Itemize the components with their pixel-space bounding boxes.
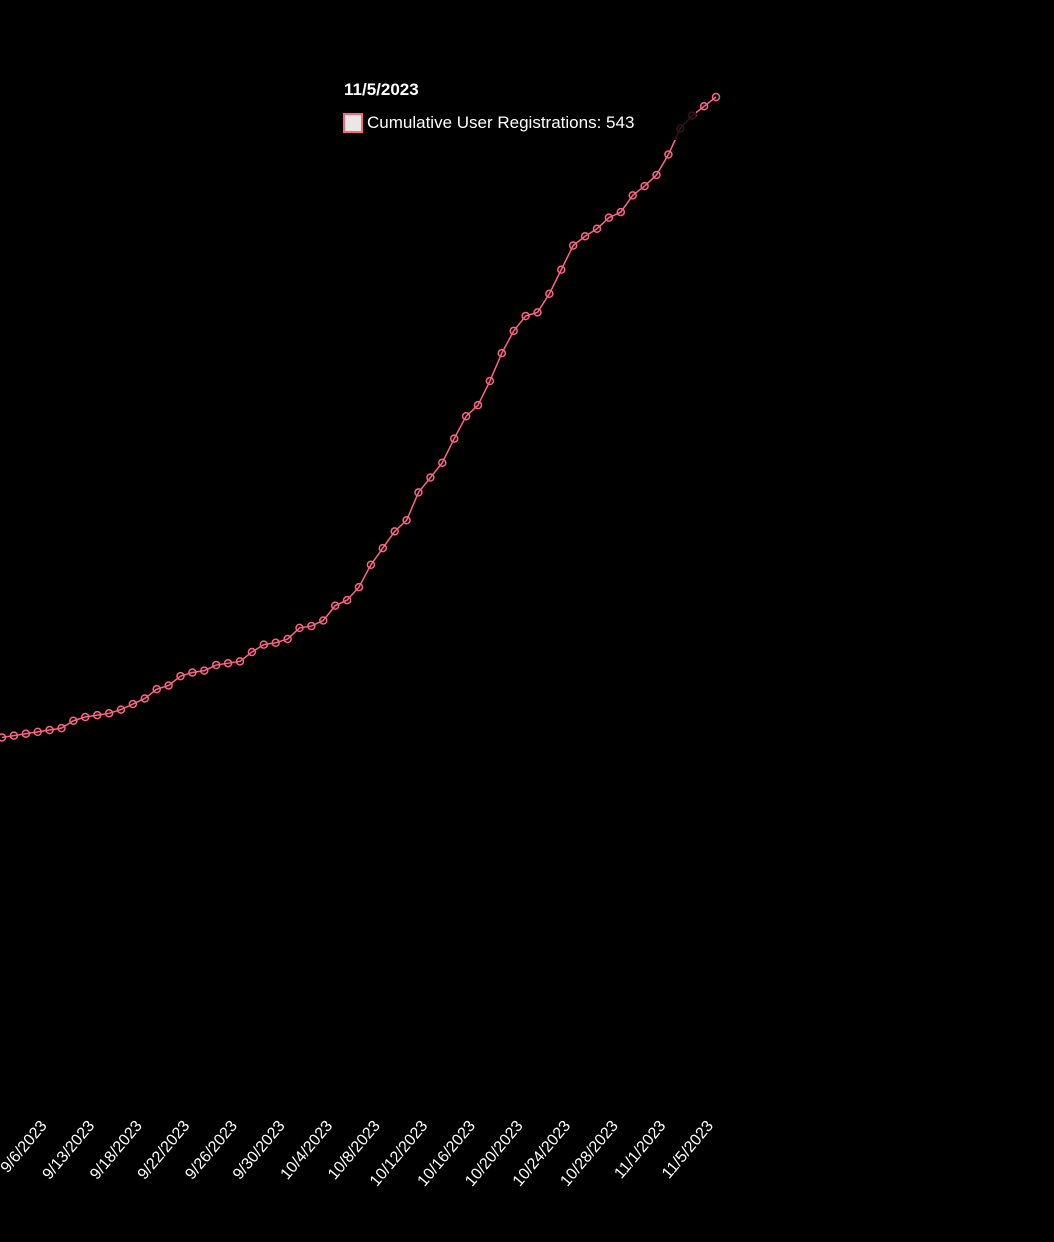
data-point[interactable] [247, 647, 257, 657]
data-point[interactable] [176, 671, 185, 681]
tooltip-label: Cumulative User Registrations: 543 [367, 113, 635, 132]
data-point[interactable] [81, 712, 90, 722]
data-point[interactable] [699, 102, 709, 111]
data-point[interactable] [354, 582, 364, 592]
series-line-layer [1, 96, 717, 739]
data-point[interactable] [342, 595, 352, 605]
series-color-swatch [343, 113, 363, 133]
data-point[interactable] [580, 231, 590, 241]
data-point[interactable] [545, 289, 554, 299]
data-point[interactable] [9, 731, 19, 740]
data-point[interactable] [235, 657, 245, 666]
data-point[interactable] [485, 376, 495, 386]
data-point[interactable] [92, 710, 102, 720]
data-point[interactable] [616, 207, 626, 217]
data-point[interactable] [438, 458, 447, 467]
data-point[interactable] [33, 727, 42, 737]
data-point[interactable] [21, 729, 31, 738]
data-point[interactable] [69, 716, 78, 725]
data-point[interactable] [366, 560, 376, 570]
data-point[interactable] [128, 699, 138, 709]
data-point[interactable] [0, 733, 7, 742]
data-point[interactable] [164, 681, 173, 690]
data-point[interactable] [283, 634, 292, 644]
data-point[interactable] [426, 473, 435, 482]
data-points-layer [0, 92, 721, 742]
tooltip-title: 11/5/2023 [344, 80, 419, 99]
data-point[interactable] [533, 308, 542, 317]
data-point[interactable] [45, 725, 54, 735]
data-point[interactable] [652, 170, 661, 180]
data-point[interactable] [271, 638, 280, 648]
tooltip-row: Cumulative User Registrations: 543 [343, 113, 634, 133]
data-point[interactable] [604, 213, 614, 222]
data-point[interactable] [211, 660, 221, 670]
data-point[interactable] [307, 621, 316, 631]
data-point[interactable] [259, 640, 269, 649]
data-point[interactable] [223, 658, 233, 668]
data-point[interactable] [152, 684, 161, 694]
data-point[interactable] [509, 326, 518, 336]
chart-tooltip: 11/5/2023 Cumulative User Registrations:… [334, 74, 696, 140]
data-point[interactable] [628, 191, 637, 200]
data-point[interactable] [140, 694, 150, 703]
data-point[interactable] [449, 434, 459, 443]
data-point[interactable] [319, 616, 328, 625]
data-point[interactable] [497, 348, 507, 358]
data-point[interactable] [390, 527, 399, 536]
data-point[interactable] [414, 488, 423, 497]
data-point[interactable] [521, 311, 530, 321]
data-point[interactable] [295, 623, 304, 633]
data-point[interactable] [664, 150, 673, 159]
data-point[interactable] [378, 543, 388, 553]
data-point[interactable] [402, 515, 411, 525]
data-point[interactable] [557, 265, 566, 274]
data-point[interactable] [640, 181, 649, 191]
data-point[interactable] [116, 705, 126, 714]
data-point[interactable] [330, 601, 340, 610]
data-point[interactable] [188, 668, 197, 677]
data-point[interactable] [711, 92, 721, 102]
data-point[interactable] [473, 400, 483, 410]
data-point[interactable] [104, 709, 114, 718]
data-point[interactable] [57, 723, 66, 733]
data-point[interactable] [592, 224, 602, 234]
data-point[interactable] [200, 666, 209, 675]
x-axis-ticks: 9/6/20239/13/20239/18/20239/22/20239/26/… [0, 1118, 717, 1190]
series-line [1, 96, 717, 739]
data-point[interactable] [461, 412, 471, 421]
data-point[interactable] [568, 241, 578, 250]
